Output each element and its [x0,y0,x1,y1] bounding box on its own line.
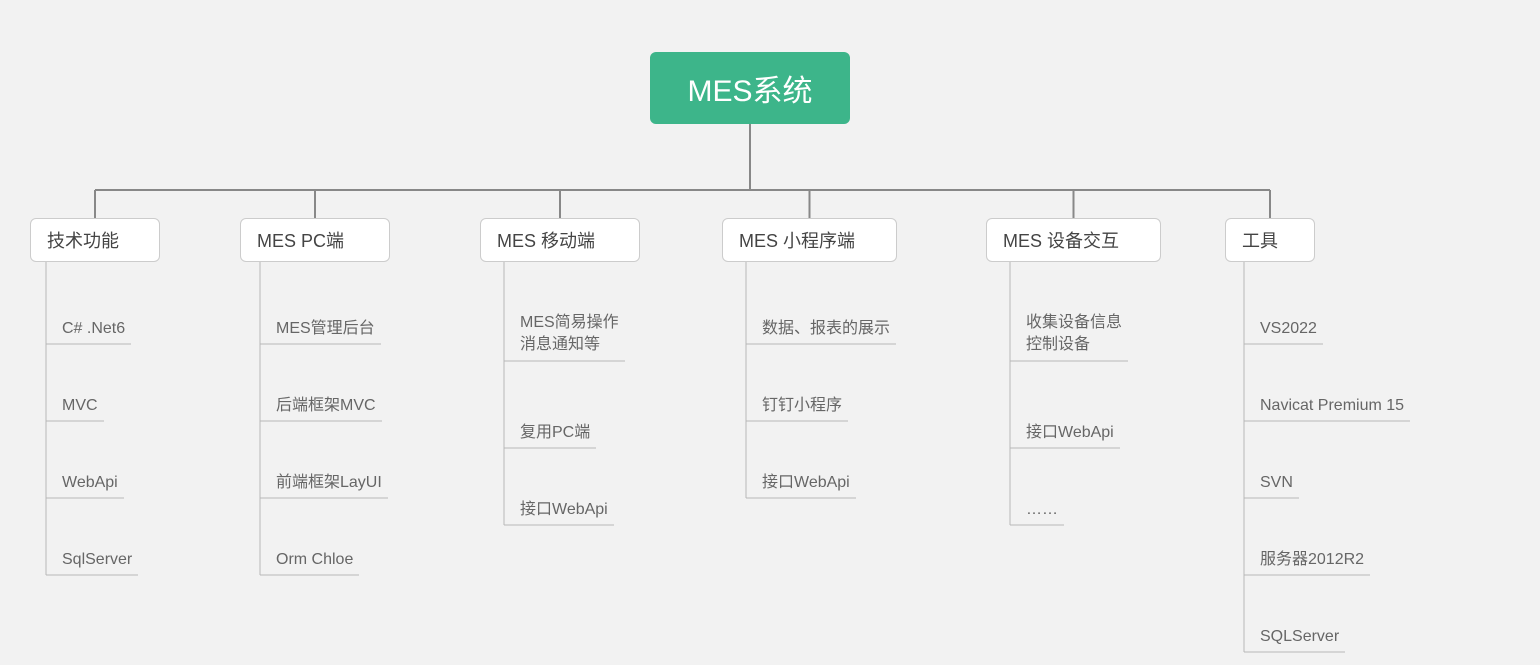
branch-node-tech: 技术功能 [30,218,160,262]
leaf-node: …… [1026,499,1058,521]
leaf-label: SVN [1260,474,1293,491]
leaf-label: Orm Chloe [276,551,353,568]
leaf-node: SVN [1260,472,1293,494]
leaf-label: 服务器2012R2 [1260,551,1364,568]
root-node: MES系统 [650,52,850,124]
leaf-node: 前端框架LayUI [276,472,382,494]
leaf-label: MVC [62,397,98,414]
leaf-label: 接口WebApi [520,501,608,518]
leaf-node: Orm Chloe [276,549,353,571]
branch-label: MES 小程序端 [739,227,855,253]
leaf-label: SqlServer [62,551,132,568]
leaf-node: MES简易操作 消息通知等 [520,312,619,357]
leaf-label: 接口WebApi [762,474,850,491]
leaf-label: …… [1026,501,1058,518]
branch-node-tools: 工具 [1225,218,1315,262]
branch-node-mobile: MES 移动端 [480,218,640,262]
leaf-label: C# .Net6 [62,320,125,337]
leaf-label: 后端框架MVC [276,397,376,414]
leaf-label: 数据、报表的展示 [762,320,890,337]
leaf-node: SqlServer [62,549,132,571]
leaf-label: 前端框架LayUI [276,474,382,491]
leaf-label: VS2022 [1260,320,1317,337]
leaf-label: 复用PC端 [520,424,590,441]
leaf-node: 服务器2012R2 [1260,549,1364,571]
leaf-node: WebApi [62,472,118,494]
leaf-node: MES管理后台 [276,318,375,340]
leaf-label: WebApi [62,474,118,491]
root-label: MES系统 [687,66,812,110]
leaf-label: MES简易操作 消息通知等 [520,314,619,353]
leaf-label: MES管理后台 [276,320,375,337]
branch-label: MES 移动端 [497,227,595,253]
leaf-node: 接口WebApi [762,472,850,494]
leaf-node: 后端框架MVC [276,395,376,417]
leaf-label: Navicat Premium 15 [1260,397,1404,414]
leaf-node: 复用PC端 [520,422,590,444]
leaf-node: 接口WebApi [1026,422,1114,444]
leaf-node: 收集设备信息 控制设备 [1026,312,1122,357]
leaf-label: 接口WebApi [1026,424,1114,441]
leaf-node: 接口WebApi [520,499,608,521]
branch-label: MES 设备交互 [1003,227,1119,253]
leaf-label: SQLServer [1260,628,1339,645]
leaf-node: Navicat Premium 15 [1260,395,1404,417]
leaf-label: 收集设备信息 控制设备 [1026,314,1122,353]
branch-node-pc: MES PC端 [240,218,390,262]
branch-node-device: MES 设备交互 [986,218,1161,262]
leaf-node: 钉钉小程序 [762,395,842,417]
branch-node-miniapp: MES 小程序端 [722,218,897,262]
branch-label: 工具 [1242,227,1278,253]
branch-label: MES PC端 [257,227,344,253]
leaf-node: SQLServer [1260,626,1339,648]
leaf-label: 钉钉小程序 [762,397,842,414]
leaf-node: VS2022 [1260,318,1317,340]
leaf-node: MVC [62,395,98,417]
leaf-node: C# .Net6 [62,318,125,340]
leaf-node: 数据、报表的展示 [762,318,890,340]
branch-label: 技术功能 [47,227,119,253]
